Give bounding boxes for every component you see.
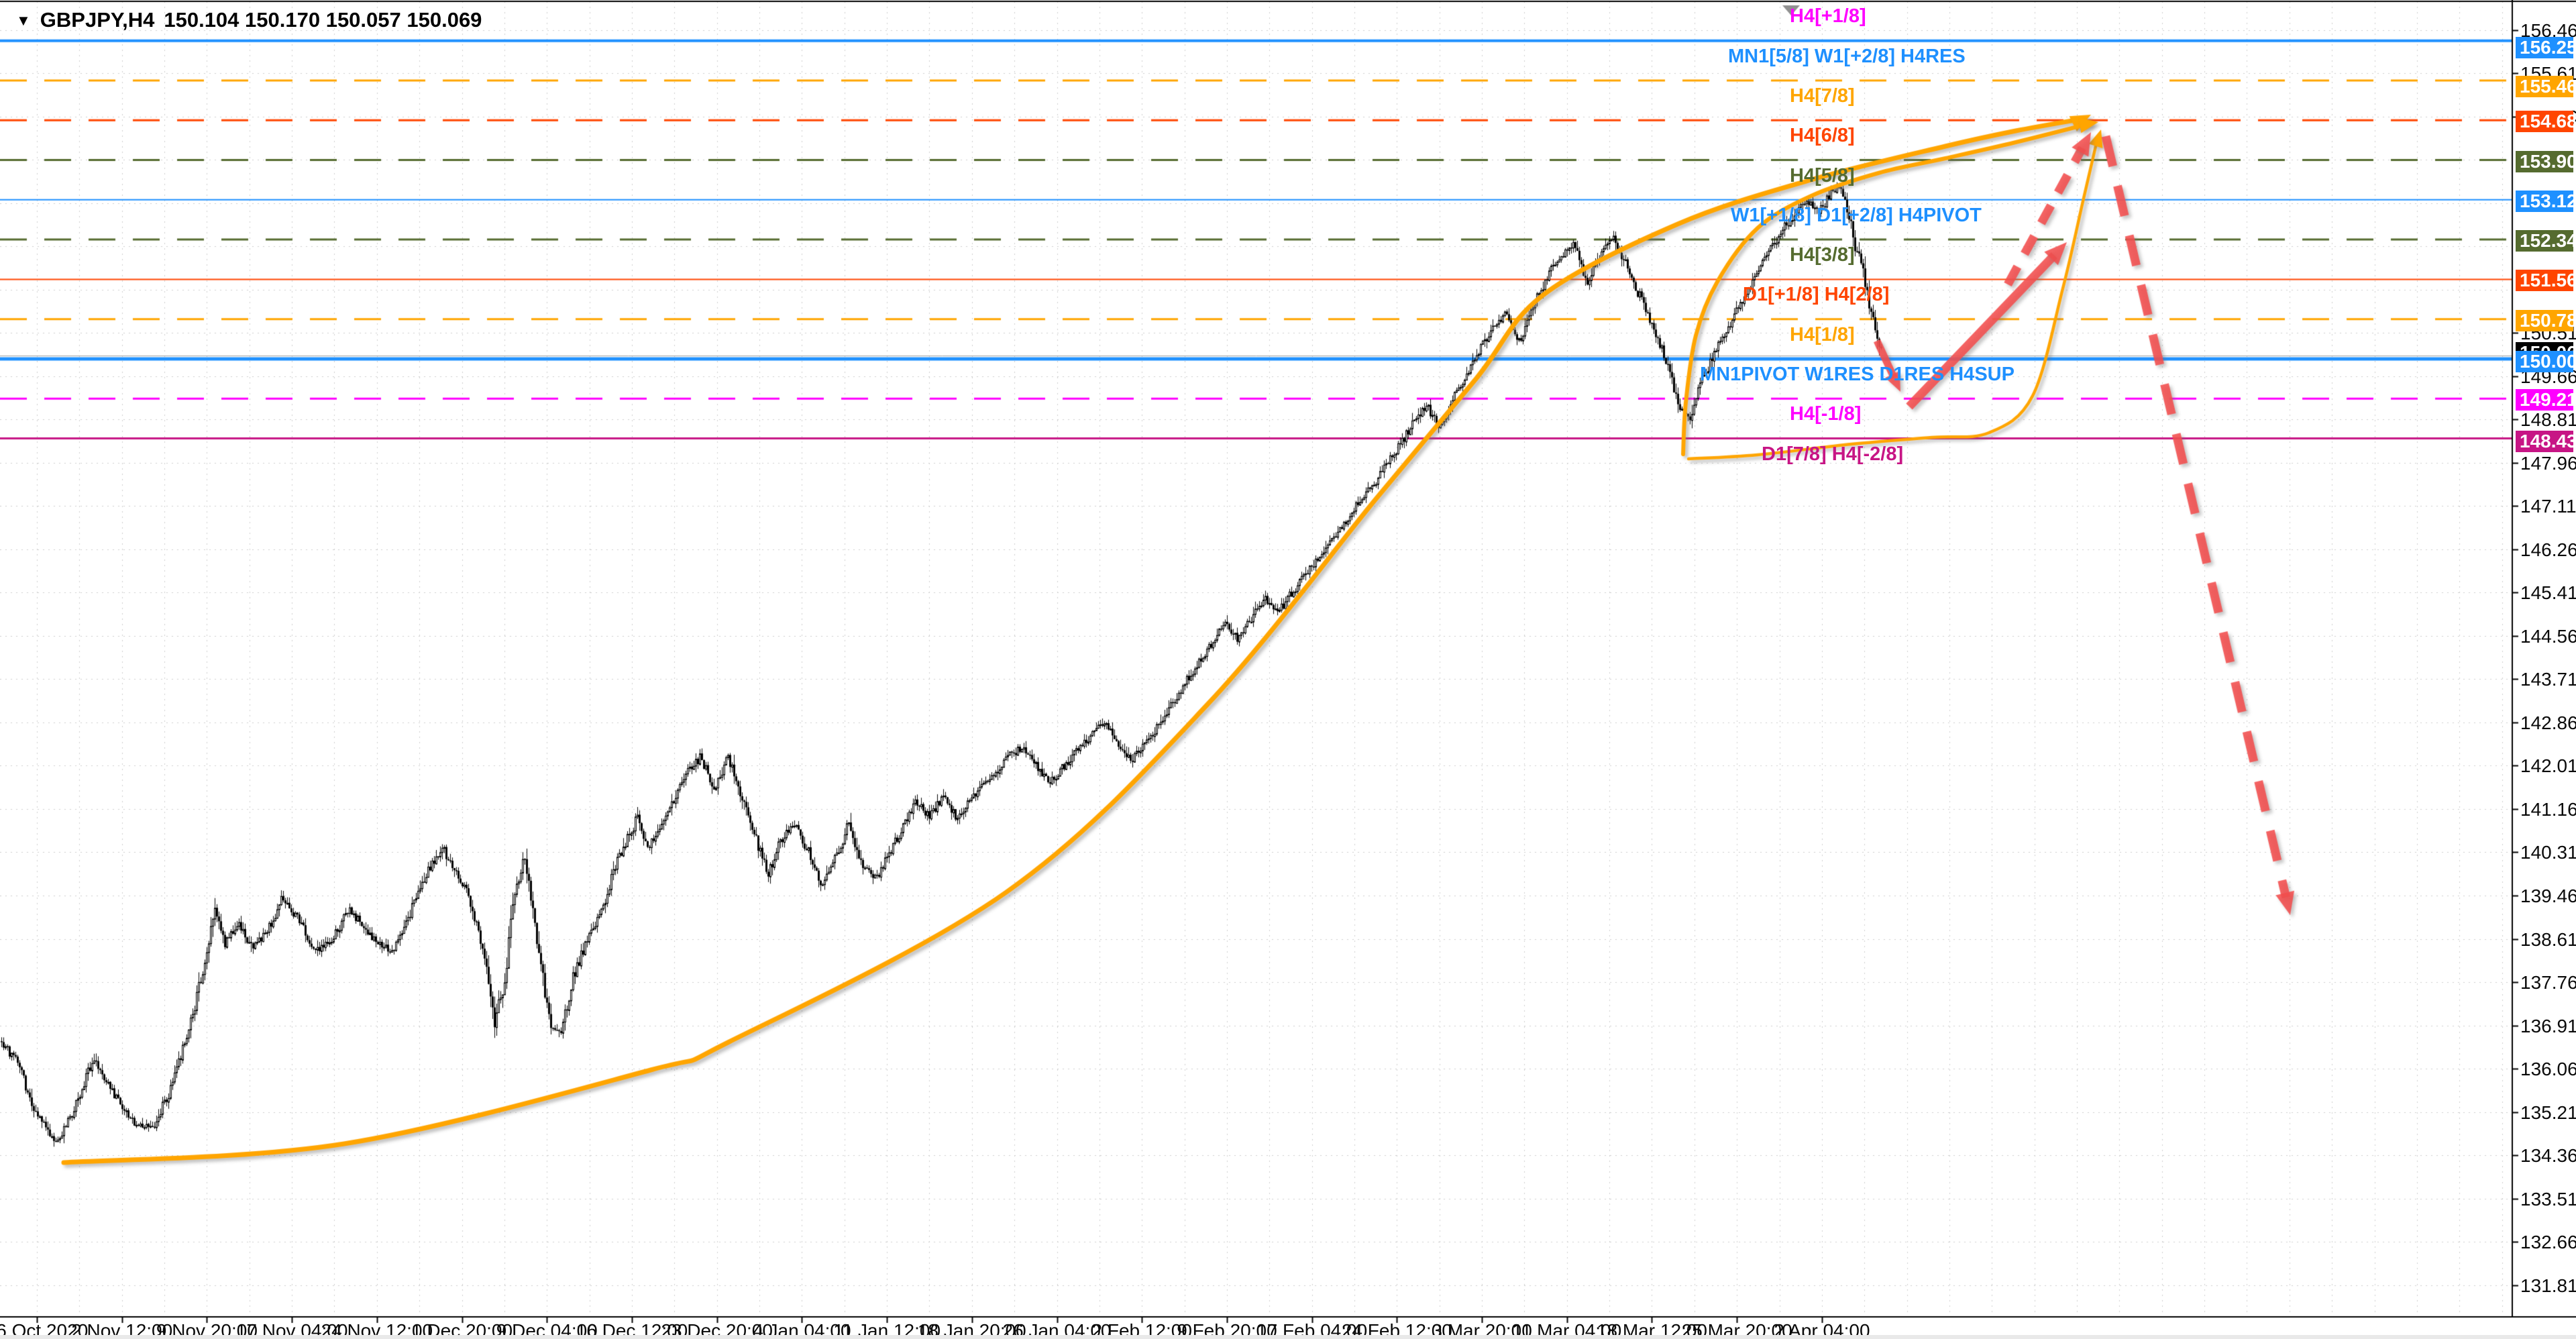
- symbol-timeframe: GBPJPY,H4: [40, 8, 155, 32]
- price-scale-tick: 131.810: [2520, 1275, 2576, 1296]
- price-scale-tick: 137.760: [2520, 972, 2576, 994]
- level-label: H4[-1/8]: [1790, 403, 1862, 425]
- level-price-badge: 156.250: [2516, 36, 2576, 58]
- level-price-badge: 149.219: [2516, 389, 2576, 411]
- price-scale-tick: 148.810: [2520, 409, 2576, 431]
- level-label: H4[1/8]: [1790, 323, 1855, 345]
- level-label: D1[+1/8] H4[2/8]: [1743, 284, 1890, 306]
- price-scale-tick: 136.060: [2520, 1059, 2576, 1080]
- level-label: W1[+1/8] D1[+2/8] H4PIVOT: [1731, 204, 1982, 226]
- price-scale-tick: 142.010: [2520, 755, 2576, 777]
- level-price-badge: 154.688: [2516, 111, 2576, 133]
- price-scale-tick: 146.260: [2520, 539, 2576, 560]
- level-price-badge: 151.562: [2516, 270, 2576, 292]
- price-scale-tick: 133.510: [2520, 1188, 2576, 1210]
- chart-title: ▼ GBPJPY,H4 150.104 150.170 150.057 150.…: [16, 8, 482, 32]
- level-label: H4[7/8]: [1790, 85, 1855, 107]
- price-scale-tick: 145.410: [2520, 582, 2576, 604]
- level-label: H4[6/8]: [1790, 125, 1855, 147]
- window-edge: [0, 1335, 2576, 1339]
- price-scale-tick: 139.460: [2520, 885, 2576, 906]
- price-scale-tick: 132.660: [2520, 1232, 2576, 1253]
- level-price-badge: 153.125: [2516, 190, 2576, 212]
- price-scale-tick: 147.960: [2520, 452, 2576, 474]
- level-price-badge: 150.000: [2516, 351, 2576, 372]
- level-price-badge: 150.781: [2516, 309, 2576, 331]
- price-scale-tick: 136.910: [2520, 1015, 2576, 1036]
- price-scale-tick: 140.310: [2520, 842, 2576, 863]
- level-label: MN1PIVOT W1RES D1RES H4SUP: [1700, 364, 2015, 385]
- price-scale-tick: 135.210: [2520, 1102, 2576, 1123]
- level-label: H4[3/8]: [1790, 244, 1855, 266]
- level-label: D1[7/8] H4[-2/8]: [1762, 443, 1904, 465]
- ohlc-quote: 150.104 150.170 150.057 150.069: [164, 8, 482, 32]
- price-scale-tick: 144.560: [2520, 625, 2576, 647]
- level-price-badge: 152.344: [2516, 230, 2576, 252]
- price-scale-tick: 134.360: [2520, 1145, 2576, 1167]
- price-scale-tick: 147.110: [2520, 496, 2576, 517]
- level-label: H4[+1/8]: [1790, 5, 1866, 28]
- level-label: H4[5/8]: [1790, 164, 1855, 186]
- symbol-dropdown-icon[interactable]: ▼: [16, 11, 31, 29]
- price-scale-tick: 143.710: [2520, 669, 2576, 690]
- level-price-badge: 153.906: [2516, 150, 2576, 172]
- level-price-badge: 155.469: [2516, 75, 2576, 97]
- price-scale-tick: 138.610: [2520, 928, 2576, 950]
- level-price-badge: 148.438: [2516, 430, 2576, 452]
- price-scale-tick: 142.860: [2520, 712, 2576, 733]
- level-label: MN1[5/8] W1[+2/8] H4RES: [1728, 45, 1966, 67]
- price-scale-tick: 141.160: [2520, 798, 2576, 820]
